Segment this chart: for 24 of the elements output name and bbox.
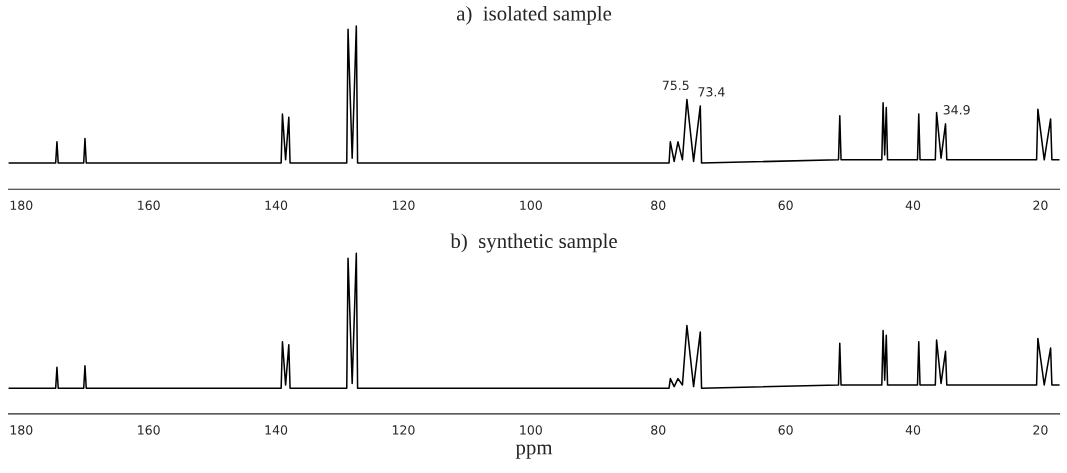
x-tick-label: 120 bbox=[392, 425, 415, 435]
x-tick-label: 180 bbox=[10, 200, 33, 210]
x-tick-label: 180 bbox=[10, 425, 33, 435]
x-tick-label: 60 bbox=[778, 200, 793, 210]
x-axis-title: ppm bbox=[515, 444, 553, 459]
annotation: 75.5 bbox=[662, 80, 689, 91]
x-tick-label: 20 bbox=[1033, 425, 1048, 435]
x-tick-label: 120 bbox=[392, 200, 415, 210]
x-tick-label: 160 bbox=[138, 200, 160, 210]
annotation: 73.4 bbox=[698, 87, 725, 97]
x-tick-label: 160 bbox=[138, 425, 160, 435]
x-tick-label: 80 bbox=[651, 425, 666, 435]
x-tick-label: 40 bbox=[905, 425, 921, 435]
x-tick-label: 140 bbox=[265, 200, 288, 210]
chart-title: a) isolated sample bbox=[456, 5, 612, 25]
x-tick-label: 100 bbox=[520, 200, 542, 210]
x-tick-label: 40 bbox=[905, 200, 921, 210]
x-tick-label: 60 bbox=[778, 425, 793, 435]
x-tick-label: 80 bbox=[651, 200, 666, 210]
chart-title: b) synthetic sample bbox=[450, 233, 617, 253]
x-tick-label: 20 bbox=[1033, 200, 1048, 210]
x-tick-label: 140 bbox=[265, 425, 288, 435]
x-tick-label: 100 bbox=[520, 425, 542, 435]
annotation: 34.9 bbox=[943, 105, 970, 115]
